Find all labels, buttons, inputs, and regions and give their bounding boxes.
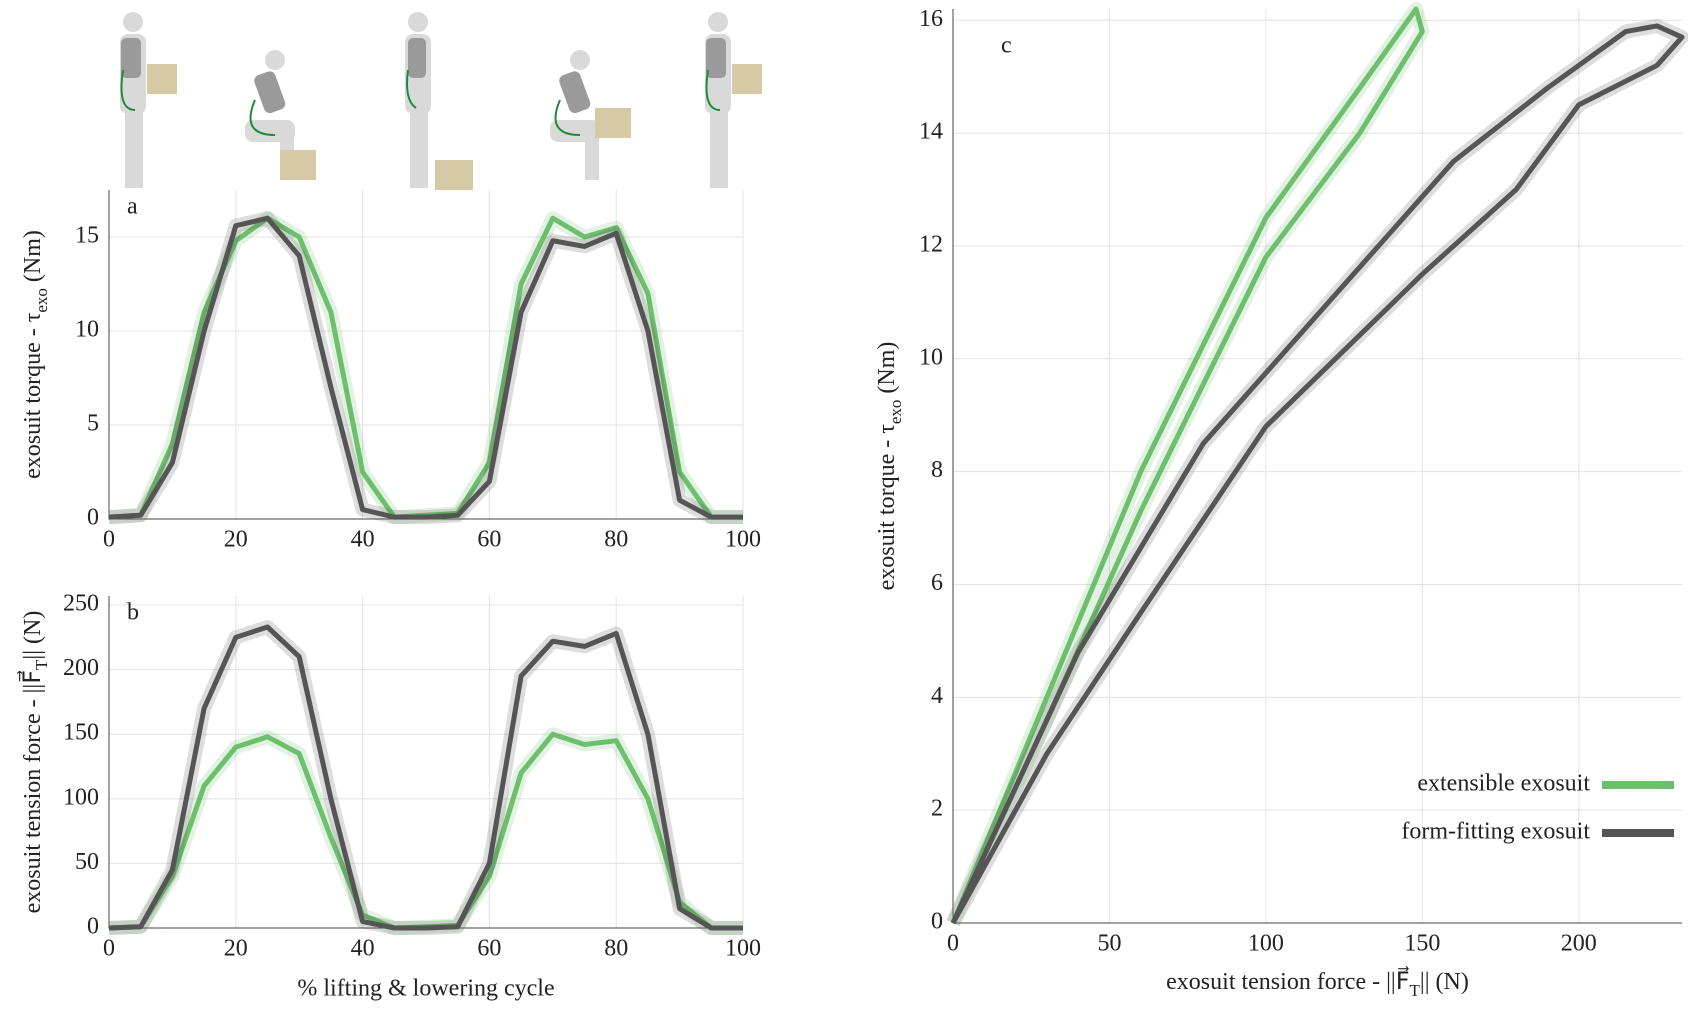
axis	[108, 190, 743, 520]
x-tick-label: 0	[103, 936, 115, 962]
y-tick-label: 2	[931, 796, 943, 822]
panel-label: b	[127, 600, 139, 626]
x-tick-label: 20	[224, 936, 248, 962]
axis-label-part: exosuit torque - τ	[20, 312, 46, 479]
y-tick-label: 16	[919, 6, 943, 32]
axis-label: exosuit tension force - ||F⃗T|| (N)	[1166, 965, 1469, 1000]
panel-label: c	[1001, 33, 1012, 59]
axis-label-part: exo	[32, 288, 51, 313]
x-axis-label: % lifting & lowering cycle	[297, 976, 554, 1002]
x-tick-label: 100	[725, 527, 761, 553]
axis-label-part: exosuit torque - τ	[874, 424, 900, 591]
y-tick-label: 0	[931, 909, 943, 935]
x-tick-label: 100	[725, 936, 761, 962]
y-tick-label: 5	[87, 411, 99, 437]
y-tick-label: 14	[919, 119, 943, 145]
axis-label: exosuit torque - τexo (Nm)	[20, 230, 52, 479]
axis-label-part: exo	[886, 400, 905, 425]
y-tick-label: 10	[919, 344, 943, 370]
line	[950, 6, 1425, 925]
axis-label: exosuit tension force - ||F⃗T|| (N)	[16, 611, 51, 914]
x-tick-label: 0	[947, 931, 959, 957]
y-tick-label: 100	[63, 784, 99, 810]
axis-label-part: T	[1410, 981, 1421, 1000]
y-tick-label: 250	[63, 591, 99, 617]
legend-label: form-fitting exosuit	[1401, 819, 1590, 845]
y-tick-label: 150	[63, 720, 99, 746]
legend-label: extensible exosuit	[1417, 771, 1590, 797]
y-tick-label: 15	[75, 223, 99, 249]
x-tick-label: 40	[351, 527, 375, 553]
x-tick-label: 0	[103, 527, 115, 553]
x-tick-label: 40	[351, 936, 375, 962]
y-tick-label: 6	[931, 570, 943, 596]
x-tick-label: 150	[1404, 931, 1440, 957]
x-tick-label: 200	[1561, 931, 1597, 957]
x-tick-label: 80	[604, 527, 628, 553]
y-tick-label: 0	[87, 505, 99, 531]
line	[950, 23, 1685, 925]
y-tick-label: 8	[931, 457, 943, 483]
axis-label-part: || (N)	[20, 611, 46, 660]
x-tick-label: 50	[1097, 931, 1121, 957]
y-tick-label: 4	[931, 683, 943, 709]
axis-label-part: T	[32, 659, 51, 670]
axis-label-part: exosuit tension force - ||F⃗	[1166, 965, 1409, 994]
y-tick-label: 50	[75, 849, 99, 875]
x-tick-label: 60	[477, 936, 501, 962]
axis-label-part: exosuit tension force - ||F⃗	[16, 670, 45, 913]
y-tick-label: 12	[919, 231, 943, 257]
x-tick-label: 80	[604, 936, 628, 962]
line	[108, 215, 743, 520]
axis-label-part: (Nm)	[20, 230, 46, 288]
y-tick-label: 200	[63, 655, 99, 681]
line-band	[108, 211, 743, 525]
line	[108, 624, 743, 931]
x-tick-label: 20	[224, 527, 248, 553]
illustrations	[120, 12, 762, 190]
x-tick-label: 60	[477, 527, 501, 553]
y-tick-label: 10	[75, 317, 99, 343]
panel-label: a	[127, 194, 138, 220]
y-tick-label: 0	[87, 914, 99, 940]
axis-label: exosuit torque - τexo (Nm)	[874, 342, 906, 591]
axis-label-part: || (N)	[1420, 969, 1469, 995]
x-tick-label: 100	[1248, 931, 1284, 957]
axis-label-part: (Nm)	[874, 342, 900, 400]
